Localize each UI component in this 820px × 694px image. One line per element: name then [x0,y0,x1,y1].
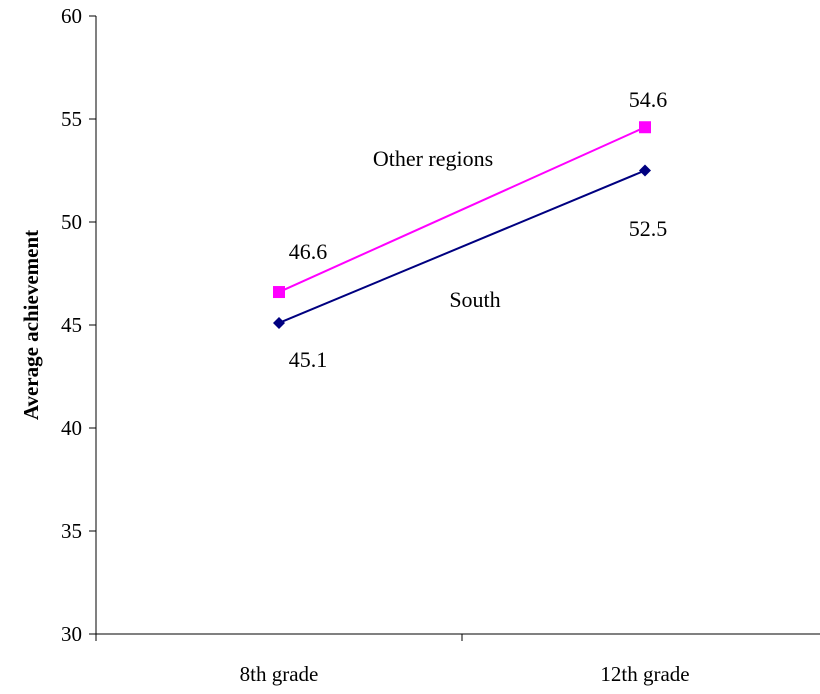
y-tick-label: 55 [61,107,82,131]
data-point [639,164,651,177]
series-line [278,169,646,324]
data-point [273,316,285,329]
data-point [639,121,651,134]
x-tick-label: 12th grade [600,662,689,686]
x-ticks: 8th grade 12th grade [95,634,690,686]
series-name-label: South [449,287,500,312]
y-tick-label: 40 [61,416,82,440]
series-line [278,126,646,293]
x-tick-label: 8th grade [240,662,319,686]
data-label: 45.1 [289,347,328,372]
y-tick-label: 60 [61,4,82,28]
y-tick-label: 35 [61,519,82,543]
y-tick-label: 50 [61,210,82,234]
y-ticks: 30 35 40 45 50 55 60 [61,4,96,646]
series-group [273,121,651,329]
y-tick-label: 45 [61,313,82,337]
data-label: 52.5 [629,216,668,241]
axes [95,16,820,635]
y-axis-title: Average achievement [19,230,43,420]
data-label: 54.6 [629,87,668,112]
series-name-label: Other regions [373,146,493,171]
data-point [273,286,285,299]
labels-group: Other regions South 46.6 54.6 45.1 52.5 [289,87,668,372]
y-tick-label: 30 [61,622,82,646]
data-label: 46.6 [289,239,328,264]
